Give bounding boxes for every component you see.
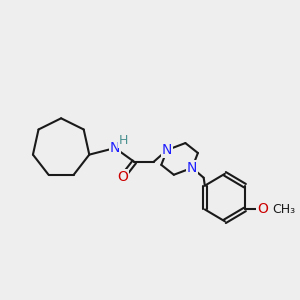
Text: N: N bbox=[162, 143, 172, 157]
Text: H: H bbox=[119, 134, 128, 147]
Text: O: O bbox=[257, 202, 268, 216]
Text: N: N bbox=[110, 141, 120, 155]
Text: N: N bbox=[187, 161, 197, 175]
Text: O: O bbox=[117, 170, 128, 184]
Text: CH₃: CH₃ bbox=[272, 203, 295, 216]
